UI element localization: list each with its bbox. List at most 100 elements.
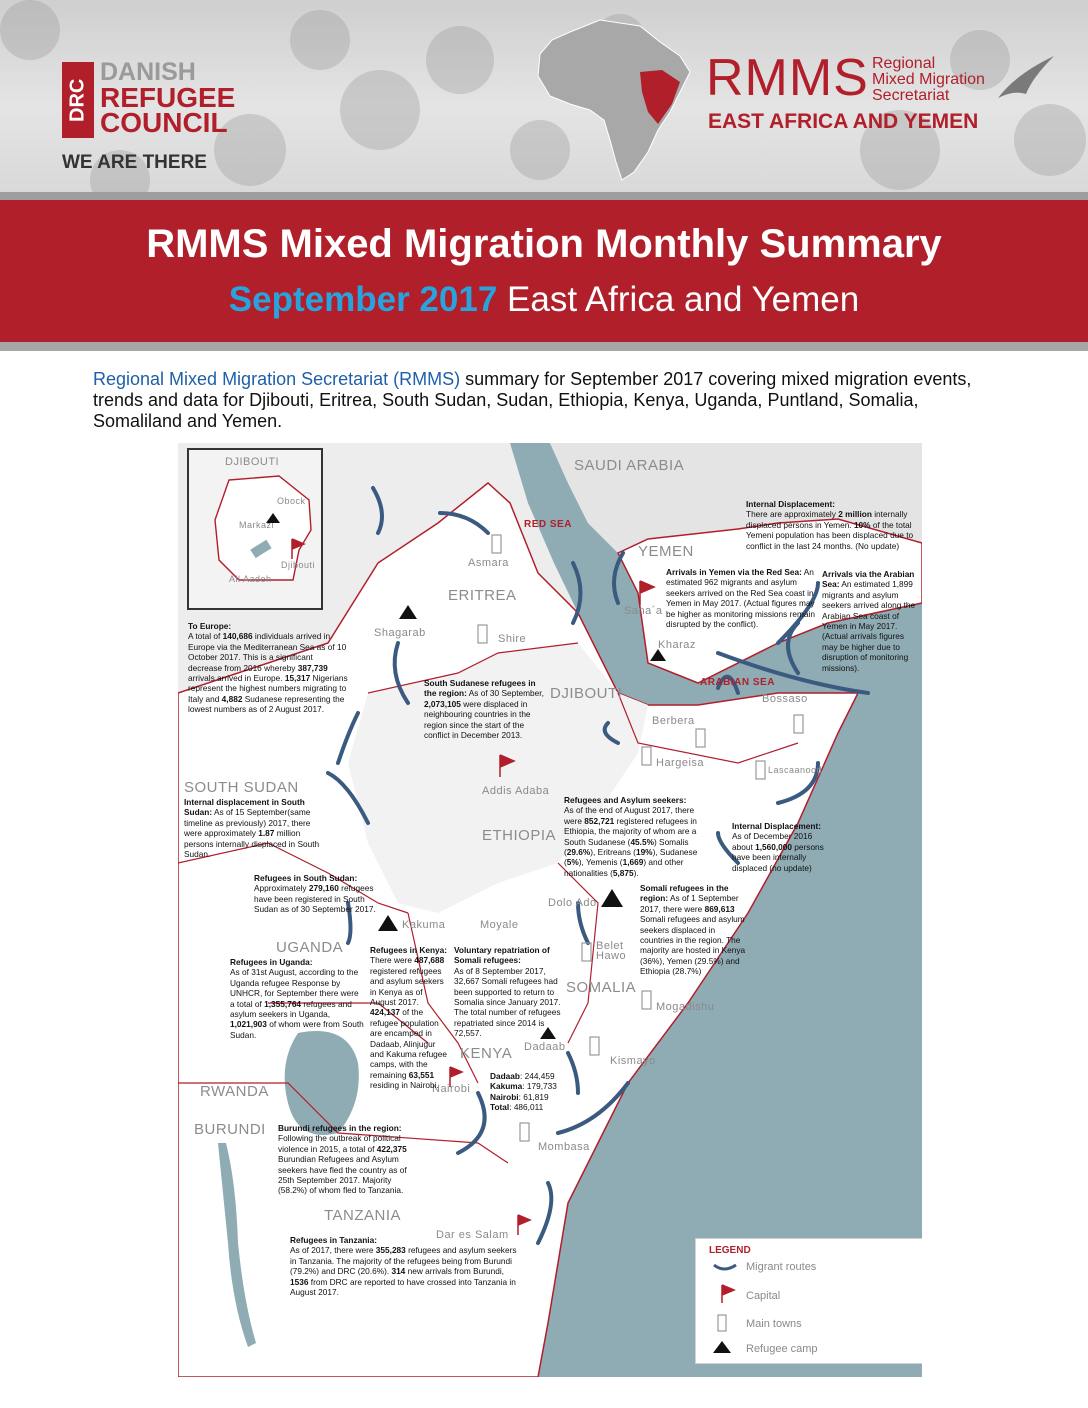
town-shire: Shire xyxy=(498,633,527,645)
note-south-sudanese-refugees-region: South Sudanese refugees in the region: A… xyxy=(424,678,544,741)
drc-word-refugee: REFUGEE xyxy=(100,82,236,113)
drc-logo-mark: DRC xyxy=(62,62,94,138)
report-title: RMMS Mixed Migration Monthly Summary xyxy=(146,222,942,266)
inset-town-djibouti: Djibouti xyxy=(281,560,316,570)
note-refugees-in-south-sudan: Refugees in South Sudan: Approximately 27… xyxy=(254,873,376,915)
town-shagarab: Shagarab xyxy=(374,627,426,639)
region-map: DJIBOUTI Obock Markazi Djibouti All Aade… xyxy=(178,443,922,1377)
town-asmara: Asmara xyxy=(468,557,509,569)
rmms-region: EAST AFRICA AND YEMEN xyxy=(708,110,979,133)
intro-lead: Regional Mixed Migration Secretariat (RM… xyxy=(93,369,461,389)
legend-capital: Capital xyxy=(746,1290,781,1302)
town-mombasa: Mombasa xyxy=(538,1141,590,1153)
legend-town-icon xyxy=(717,1314,727,1332)
note-refugees-in-kenya: Refugees in Kenya: There were 487,688 reg… xyxy=(370,945,448,1091)
label-south-sudan: SOUTH SUDAN xyxy=(184,779,299,796)
town-dar-es-salam: Dar es Salam xyxy=(436,1229,509,1241)
legend-migrant-routes: Migrant routes xyxy=(746,1261,817,1273)
note-arabian-sea-arrivals: Arrivals via the Arabian Sea: An estimat… xyxy=(822,569,916,673)
drc-tagline: WE ARE THERE xyxy=(62,152,207,173)
town-hargeisa: Hargeisa xyxy=(656,757,705,769)
legend-capital-flag-icon xyxy=(721,1284,736,1303)
label-saudi-arabia: SAUDI ARABIA xyxy=(574,457,685,474)
country-borders xyxy=(178,642,799,1164)
header-divider xyxy=(0,192,1088,200)
town-berbera: Berbera xyxy=(652,715,695,727)
note-somalia-internal-displacement: Internal Displacement: As of December 201… xyxy=(732,821,824,873)
lake-victoria xyxy=(284,1031,359,1135)
djibouti-inset-map: DJIBOUTI Obock Markazi Djibouti All Aade… xyxy=(187,448,323,610)
legend-main-towns: Main towns xyxy=(746,1318,802,1330)
rmms-line-secretariat: Secretariat xyxy=(872,87,950,104)
town-mogadishu: Mogadishu xyxy=(656,1001,715,1013)
town-addis-adaba: Addis Adaba xyxy=(482,785,550,797)
note-refugees-in-tanzania: Refugees in Tanzania: As of 2017, there w… xyxy=(290,1235,517,1298)
town-kismayo: Kismayo xyxy=(610,1055,656,1067)
label-yemen: YEMEN xyxy=(638,543,694,560)
label-uganda: UGANDA xyxy=(276,939,344,956)
drc-word-council: COUNCIL xyxy=(100,107,228,138)
title-banner: RMMS Mixed Migration Monthly Summary Sep… xyxy=(0,200,1088,342)
map-geography xyxy=(178,443,922,1377)
inset-title: DJIBOUTI xyxy=(225,456,280,468)
lake-tanganyika xyxy=(218,1143,256,1347)
note-voluntary-repatriation: Voluntary repatriation of Somali refugee… xyxy=(454,945,561,1039)
rmms-logo: RMMS Regional Mixed Migration Secretaria… xyxy=(706,49,1054,133)
note-south-sudan-idp: Internal displacement in South Sudan: As… xyxy=(184,797,320,860)
town-kakuma: Kakuma xyxy=(402,919,446,931)
town-lascaanood: Lascaanood xyxy=(768,765,823,775)
legend-refugee-camp: Refugee camp xyxy=(746,1343,818,1355)
rmms-line-regional: Regional xyxy=(872,55,936,72)
intro-text: summary for September 2017 covering mixe… xyxy=(93,369,972,431)
town-dolo-ado: Dolo Ado xyxy=(548,897,597,909)
label-arabian-sea: ARABIAN SEA xyxy=(700,677,775,688)
note-burundi-refugees: Burundi refugees in the region: Followin… xyxy=(278,1123,407,1196)
legend-route-arrow-icon xyxy=(713,1263,737,1271)
note-red-sea-arrivals: Arrivals in Yemen via the Red Sea: An es… xyxy=(666,567,815,630)
town-dadaab: Dadaab xyxy=(524,1041,566,1053)
label-eritrea: ERITREA xyxy=(448,587,517,604)
banner-divider xyxy=(0,342,1088,351)
town-bossaso: Bossaso xyxy=(762,693,808,705)
town-belet-hawo: Belet Hawo xyxy=(596,940,627,962)
yemen-land xyxy=(616,518,922,684)
migrant-routes xyxy=(326,486,870,1245)
inset-town-all-aadeh: All Aadeh xyxy=(229,574,272,584)
note-ethiopia-refugees: Refugees and Asylum seekers: As of the en… xyxy=(564,795,698,878)
inset-town-markazi: Markazi xyxy=(239,520,275,530)
legend-title: LEGEND xyxy=(709,1245,751,1256)
bird-icon xyxy=(998,56,1054,98)
town-moyale: Moyale xyxy=(480,919,519,931)
crowd-photo-background xyxy=(0,0,1086,192)
ethiopia-land xyxy=(348,643,648,913)
inset-town-obock: Obock xyxy=(277,496,306,506)
header-banner: DRC DANISH REFUGEE COUNCIL WE ARE THERE … xyxy=(0,0,1088,192)
east-africa-land xyxy=(178,482,860,1377)
label-ethiopia: ETHIOPIA xyxy=(482,827,557,844)
note-to-europe: To Europe: A total of 140,686 individuals… xyxy=(188,621,348,715)
note-somali-refugees-region: Somali refugees in the region: As of 1 S… xyxy=(640,883,746,977)
sea-area xyxy=(510,443,922,1377)
intro-paragraph: Regional Mixed Migration Secretariat (RM… xyxy=(93,369,1003,432)
note-refugees-in-uganda: Refugees in Uganda: As of 31st August, ac… xyxy=(230,957,364,1040)
label-rwanda: RWANDA xyxy=(200,1083,269,1100)
africa-map-icon xyxy=(537,19,691,181)
label-kenya: KENYA xyxy=(460,1045,513,1062)
report-subtitle: September 2017 East Africa and Yemen xyxy=(0,280,1088,320)
town-kharaz: Kharaz xyxy=(658,639,696,651)
label-tanzania: TANZANIA xyxy=(324,1207,402,1224)
drc-word-danish: DANISH xyxy=(100,58,196,86)
legend-camp-icon xyxy=(713,1341,731,1353)
label-somalia: SOMALIA xyxy=(566,979,637,996)
label-burundi: BURUNDI xyxy=(194,1121,266,1138)
note-yemen-internal-displacement: Internal Displacement: There are approxim… xyxy=(746,499,914,551)
label-red-sea: RED SEA xyxy=(524,519,572,530)
label-djibouti: DJIBOUTI xyxy=(550,685,623,702)
note-camp-populations: Dadaab: 244,459 Kakuma: 179,733 Nairobi: 6… xyxy=(490,1071,557,1113)
town-sanaa: Sana´a xyxy=(624,605,663,617)
subtitle-region: East Africa and Yemen xyxy=(497,280,860,319)
rmms-line-mixed-migration: Mixed Migration xyxy=(872,71,985,88)
subtitle-date: September 2017 xyxy=(228,280,498,319)
rmms-acronym: RMMS xyxy=(706,49,869,107)
map-legend: LEGEND Migrant routes Capital Main towns… xyxy=(695,1238,922,1364)
